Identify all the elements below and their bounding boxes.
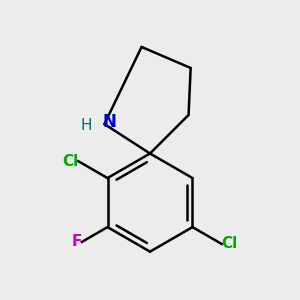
Text: F: F — [72, 234, 82, 249]
Text: H: H — [80, 118, 92, 133]
Text: N: N — [102, 113, 116, 131]
Text: Cl: Cl — [62, 154, 78, 169]
Text: Cl: Cl — [222, 236, 238, 251]
